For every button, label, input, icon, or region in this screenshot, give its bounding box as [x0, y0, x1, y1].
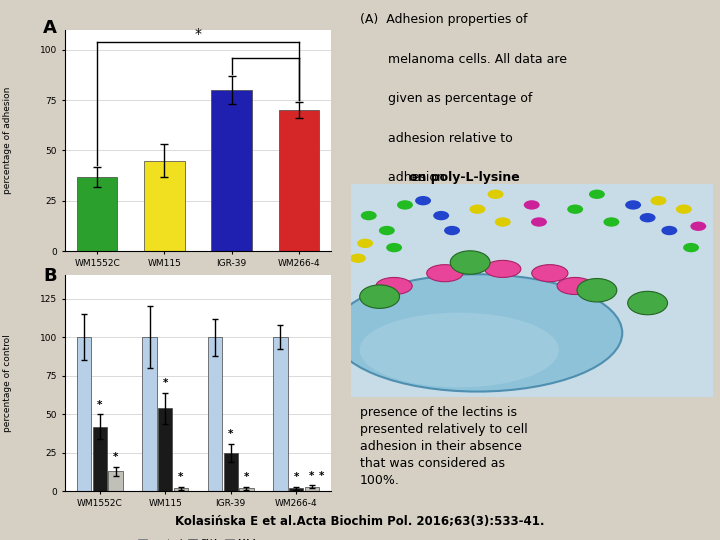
Y-axis label: percentage of control: percentage of control	[2, 334, 12, 433]
Circle shape	[444, 226, 460, 235]
Bar	[279, 110, 319, 251]
Circle shape	[690, 221, 706, 231]
Text: *: *	[228, 429, 233, 439]
Circle shape	[397, 200, 413, 210]
Bar	[144, 160, 184, 251]
Circle shape	[469, 205, 485, 214]
Text: *: *	[179, 472, 184, 482]
Text: adhesion relative to: adhesion relative to	[360, 132, 513, 145]
Circle shape	[650, 196, 667, 205]
Circle shape	[361, 211, 377, 220]
Bar	[77, 177, 117, 251]
Ellipse shape	[376, 278, 413, 294]
Text: (A)  Adhesion properties of: (A) Adhesion properties of	[360, 14, 528, 26]
Text: melanoma cells. All data are: melanoma cells. All data are	[360, 53, 567, 66]
Circle shape	[415, 196, 431, 205]
Ellipse shape	[360, 313, 559, 387]
Circle shape	[603, 217, 619, 227]
Y-axis label: percentage of adhesion: percentage of adhesion	[2, 87, 12, 194]
Bar	[239, 488, 253, 491]
Text: B: B	[43, 267, 57, 285]
Ellipse shape	[333, 274, 622, 392]
Circle shape	[577, 279, 617, 302]
Circle shape	[495, 217, 510, 227]
Ellipse shape	[485, 260, 521, 278]
Text: *: *	[244, 472, 249, 482]
Bar	[223, 453, 238, 491]
Circle shape	[360, 285, 400, 308]
Circle shape	[433, 211, 449, 220]
Text: given as percentage of: given as percentage of	[360, 92, 532, 105]
Text: *: *	[309, 470, 315, 481]
Bar	[93, 427, 107, 491]
Circle shape	[639, 213, 656, 222]
Circle shape	[531, 217, 547, 227]
Bar	[158, 408, 173, 491]
Text: *: *	[194, 27, 202, 40]
Text: *: *	[97, 400, 102, 410]
Text: adhesion: adhesion	[360, 171, 449, 184]
Circle shape	[357, 239, 373, 248]
Circle shape	[379, 226, 395, 235]
Circle shape	[628, 291, 667, 315]
Circle shape	[523, 200, 540, 210]
Text: *: *	[319, 470, 325, 481]
Circle shape	[662, 226, 678, 235]
Legend: control, SNA, MAA: control, SNA, MAA	[135, 536, 261, 540]
Circle shape	[567, 205, 583, 214]
Circle shape	[676, 205, 692, 214]
Circle shape	[386, 243, 402, 252]
Circle shape	[625, 200, 641, 210]
Ellipse shape	[557, 278, 593, 294]
Bar	[174, 488, 188, 491]
Bar	[305, 487, 319, 491]
Circle shape	[589, 190, 605, 199]
Bar	[274, 337, 288, 491]
Bar	[289, 488, 303, 491]
Circle shape	[683, 243, 699, 252]
Bar	[212, 90, 252, 251]
Text: *: *	[294, 472, 299, 482]
Text: A: A	[43, 19, 57, 37]
Bar	[208, 337, 222, 491]
Text: *: *	[163, 378, 168, 388]
Bar	[77, 337, 91, 491]
Text: on poly-L-lysine: on poly-L-lysine	[409, 171, 520, 184]
Circle shape	[350, 254, 366, 263]
Ellipse shape	[531, 265, 568, 282]
Ellipse shape	[427, 265, 463, 282]
Bar	[108, 471, 122, 491]
Text: presence of the lectins is
presented relatively to cell
adhesion in their absenc: presence of the lectins is presented rel…	[360, 406, 528, 487]
Text: *: *	[113, 452, 118, 462]
Bar	[143, 337, 157, 491]
Circle shape	[487, 190, 503, 199]
Circle shape	[450, 251, 490, 274]
Text: Kolasińska E et al.Acta Biochim Pol. 2016;63(3):533-41.: Kolasińska E et al.Acta Biochim Pol. 201…	[175, 515, 545, 528]
